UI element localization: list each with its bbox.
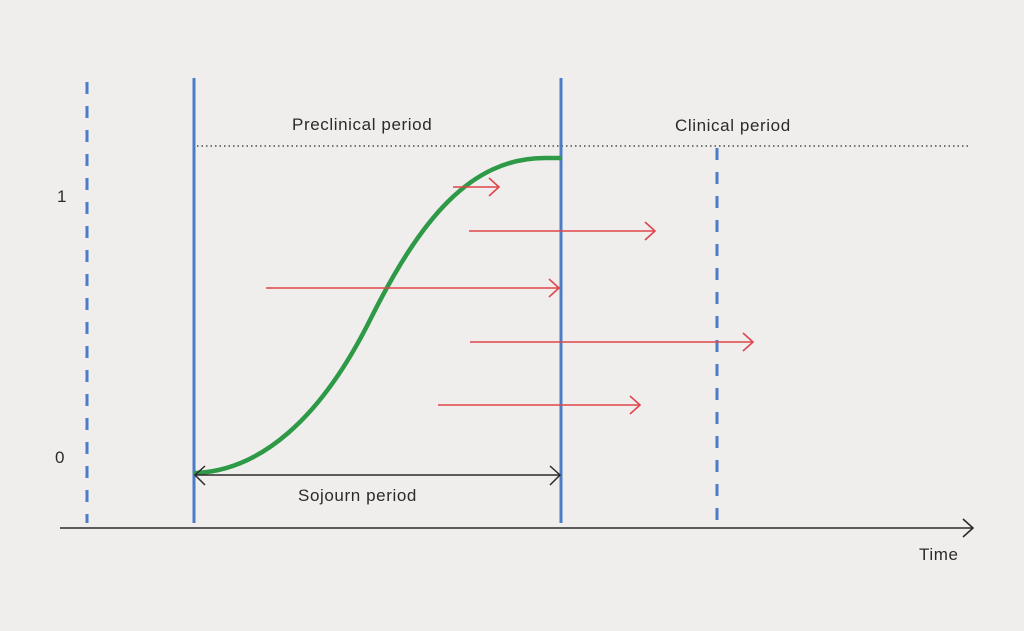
detectability-curve — [193, 155, 563, 476]
red-arrows — [266, 177, 755, 415]
sojourn-double-arrow — [193, 465, 562, 486]
y-tick-zero: 0 — [55, 448, 66, 467]
clinical-period-label: Clinical period — [675, 116, 791, 135]
y-tick-one: 1 — [57, 187, 68, 206]
time-axis-label: Time — [919, 545, 959, 564]
time-axis — [60, 518, 975, 538]
sojourn-period-label: Sojourn period — [298, 486, 417, 505]
preclinical-period-label: Preclinical period — [292, 115, 433, 134]
